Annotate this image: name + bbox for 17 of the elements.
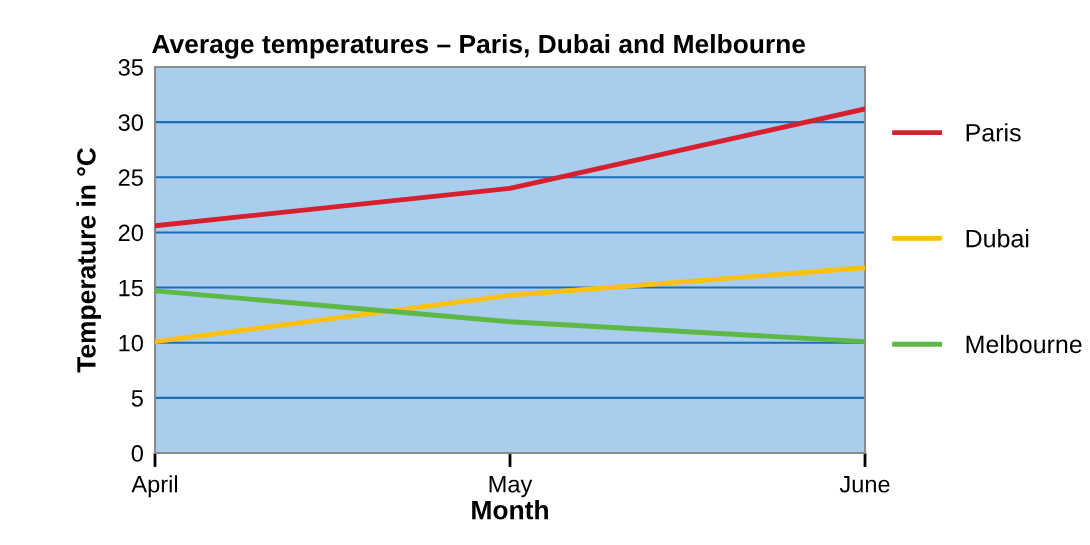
x-tick-label: April [131, 475, 178, 498]
y-tick-label: 0 [131, 445, 143, 462]
legend-label: Melbourne [966, 334, 1082, 354]
chart-title: Average temperatures – Paris, Dubai and Melbourne [152, 33, 806, 59]
y-axis-title: Temperature in °C [76, 147, 101, 373]
y-tick-label: 25 [118, 169, 143, 187]
legend-label: Paris [966, 123, 1021, 142]
x-tick-label: May [489, 476, 533, 498]
x-axis-title: Month [472, 500, 548, 520]
x-tick-label: June [839, 476, 890, 493]
y-tick-label: 30 [118, 114, 143, 131]
y-tick-label: 5 [131, 390, 143, 407]
y-tick-label: 10 [119, 334, 143, 352]
y-tick-label: 15 [119, 279, 143, 297]
y-tick-label: 35 [118, 59, 143, 76]
legend-label: Dubai [966, 229, 1029, 248]
y-tick-label: 20 [118, 224, 143, 242]
